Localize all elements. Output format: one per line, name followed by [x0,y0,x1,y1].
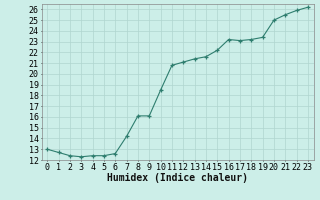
X-axis label: Humidex (Indice chaleur): Humidex (Indice chaleur) [107,173,248,183]
